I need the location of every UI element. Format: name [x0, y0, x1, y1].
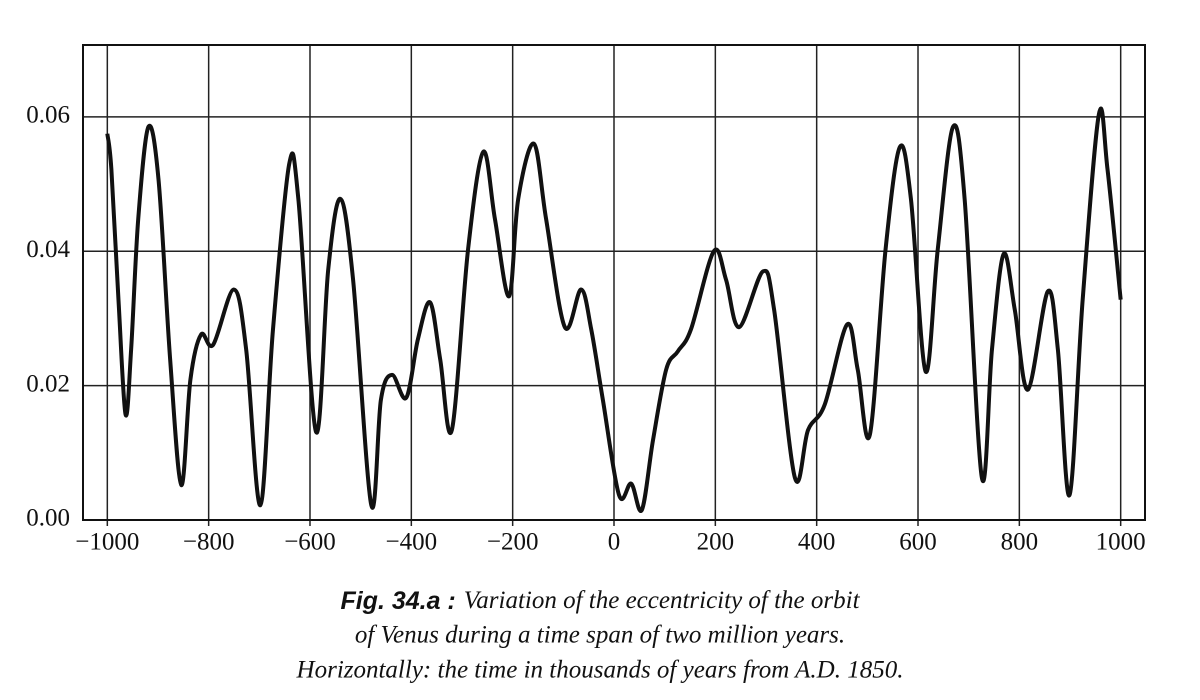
x-tick-label: 1000: [1096, 529, 1146, 556]
caption-line-3: Horizontally: the time in thousands of y…: [296, 657, 904, 684]
x-tick-label: 800: [1001, 529, 1039, 556]
caption-text: Variation of the eccentricity of the orb…: [464, 587, 861, 614]
caption-label: Fig. 34.a :: [340, 587, 455, 615]
y-tick-label: 0.02: [26, 370, 70, 397]
x-tick-label: 600: [899, 529, 937, 556]
x-tick-label: 200: [697, 529, 735, 556]
x-tick-label: 400: [798, 529, 836, 556]
plot-frame: [82, 44, 1146, 521]
x-tick-label: −600: [284, 529, 336, 556]
x-tick-label: −400: [386, 529, 438, 556]
y-tick-label: 0.06: [26, 102, 70, 129]
caption-line-1: Fig. 34.a : Variation of the eccentricity…: [340, 587, 860, 615]
y-tick-label: 0.00: [26, 505, 70, 532]
x-tick-label: −200: [487, 529, 539, 556]
x-tick-label: −800: [183, 529, 235, 556]
data-line: [105, 106, 1123, 513]
x-tick-label: −1000: [75, 529, 139, 556]
y-tick-label: 0.04: [26, 236, 70, 263]
caption-line-2: of Venus during a time span of two milli…: [355, 622, 845, 649]
x-tick-label: 0: [608, 529, 621, 556]
